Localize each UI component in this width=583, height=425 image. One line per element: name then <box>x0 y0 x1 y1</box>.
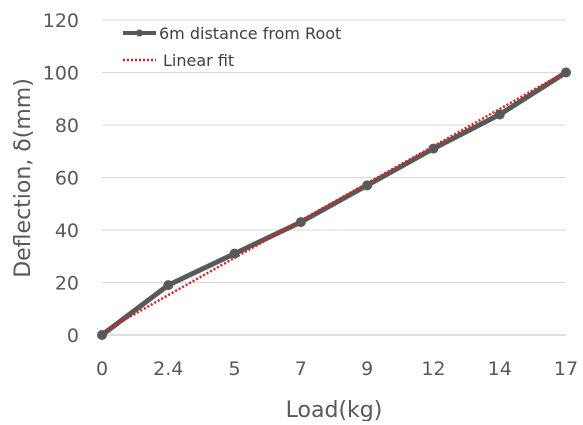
x-tick-label-2: 5 <box>229 358 241 380</box>
legend-label-series-1: 6m distance from Root <box>159 24 341 43</box>
data-point-2 <box>229 248 240 259</box>
data-point-6 <box>494 109 505 120</box>
data-point-5 <box>428 143 439 154</box>
y-tick-label-3: 60 <box>55 168 79 190</box>
y-tick-label-1: 20 <box>55 273 79 295</box>
series-line-1 <box>99 70 569 338</box>
x-tick-label-6: 14 <box>488 358 512 380</box>
data-point-4 <box>362 180 373 191</box>
data-point-0 <box>97 330 107 340</box>
y-tick-label-2: 40 <box>55 220 79 242</box>
gridlines <box>102 19 566 283</box>
legend: 6m distance from Root Linear fit <box>123 24 341 70</box>
x-tick-label-7: 17 <box>554 358 578 380</box>
x-tick-label-5: 12 <box>421 358 445 380</box>
x-tick-label-4: 9 <box>361 358 373 380</box>
tick-labels: 0 20 40 60 80 100 120 0 2.4 5 7 9 12 14 17 <box>43 10 578 380</box>
y-tick-label-6: 120 <box>43 10 79 32</box>
data-point-7 <box>561 67 571 78</box>
x-axis-title: Load(kg) <box>286 398 383 421</box>
data-point-3 <box>295 217 306 228</box>
series-line-2 <box>101 70 567 334</box>
legend-entry-series-1: 6m distance from Root <box>123 24 341 43</box>
y-axis-title: Deflection, δ(mm) <box>11 78 36 278</box>
y-tick-label-5: 100 <box>43 63 79 85</box>
y-tick-label-4: 80 <box>55 115 79 137</box>
legend-marker-series-1 <box>136 29 143 37</box>
y-tick-label-0: 0 <box>67 325 79 347</box>
series-group <box>97 67 571 340</box>
legend-label-series-2: Linear fit <box>163 51 234 70</box>
legend-entry-series-2: Linear fit <box>123 51 234 70</box>
x-tick-label-0: 0 <box>96 358 108 380</box>
x-tick-label-3: 7 <box>295 358 307 380</box>
x-tick-label-1: 2.4 <box>153 358 183 380</box>
data-point-1 <box>163 280 174 291</box>
